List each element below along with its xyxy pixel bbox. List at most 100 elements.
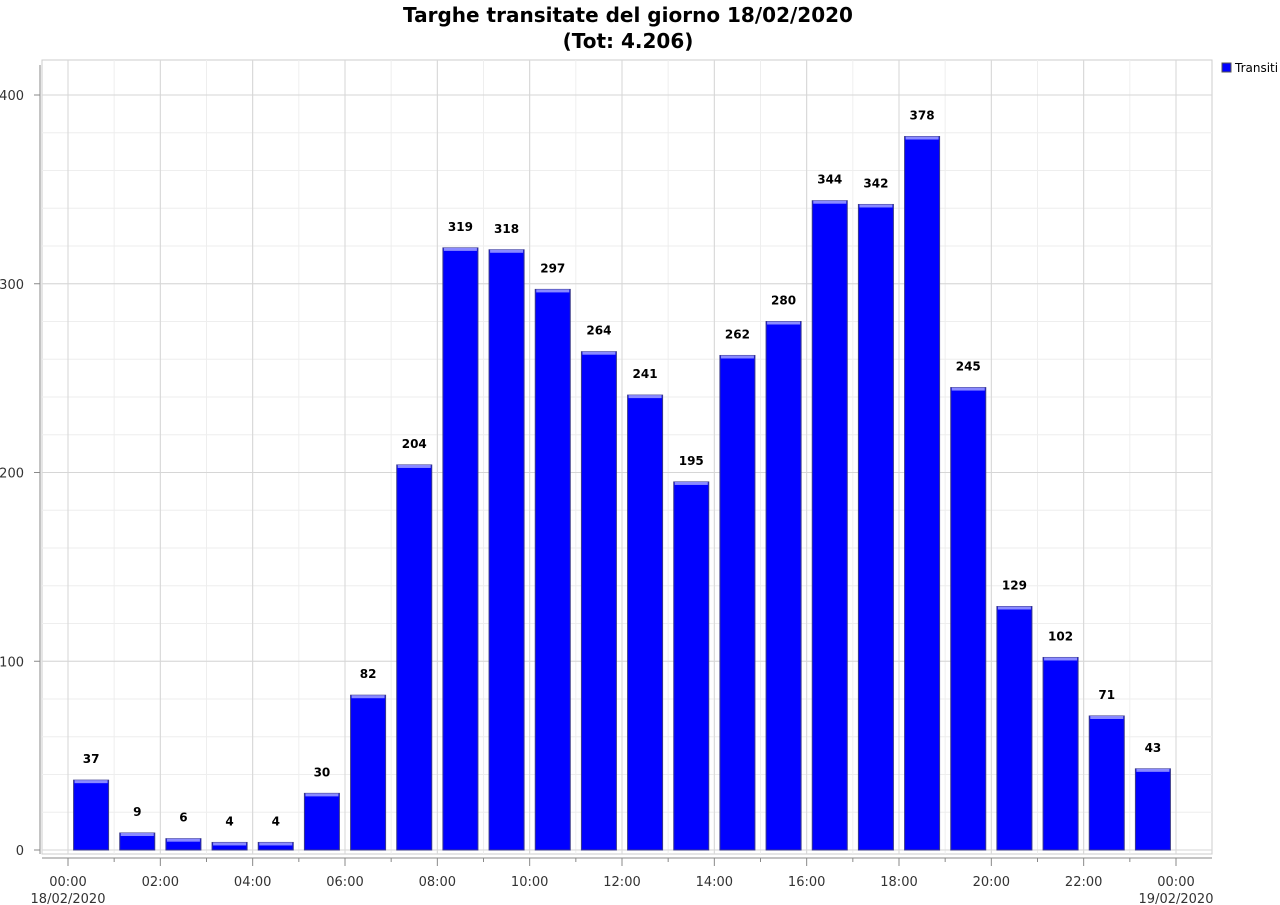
bar-highlight <box>351 695 385 699</box>
bar-highlight <box>166 838 200 842</box>
data-label: 204 <box>402 437 427 451</box>
bar <box>996 606 1033 851</box>
y-tick-label: 400 <box>0 89 24 104</box>
bar <box>719 354 756 851</box>
data-label: 4 <box>272 814 280 828</box>
bar-highlight <box>1090 715 1124 719</box>
x-axis: 00:00 02:00 04:00 06:00 08:00 10:00 12:00 14:00… <box>42 857 1212 890</box>
y-tick-label: 200 <box>0 467 24 482</box>
y-tick-label: 0 <box>16 844 24 859</box>
bar <box>73 779 110 851</box>
bar <box>442 247 479 851</box>
x-tick-label: 02:00 <box>142 875 179 890</box>
data-label: 9 <box>133 805 141 819</box>
data-label: 319 <box>448 220 473 234</box>
x-end-date: 19/02/2020 <box>1139 892 1214 905</box>
bar <box>534 288 571 851</box>
bar-highlight <box>951 387 985 391</box>
bar-highlight <box>582 351 616 355</box>
bar <box>580 351 617 851</box>
bar-highlight <box>397 464 431 468</box>
x-tick-label: 12:00 <box>603 875 640 890</box>
legend-label: Transiti <box>1234 61 1278 75</box>
y-tick-label: 100 <box>0 655 24 670</box>
bar <box>765 321 802 851</box>
data-label: 30 <box>314 765 331 779</box>
chart-title: Targhe transitate del giorno 18/02/2020 <box>403 3 853 27</box>
data-labels: 37 9 6 4 4 30 82 204 319 318 297 264 241 195 262 280 344… <box>83 109 1162 829</box>
bar <box>488 249 525 851</box>
data-label: 102 <box>1048 629 1073 643</box>
bar <box>1134 768 1171 851</box>
y-tick-label: 300 <box>0 278 24 293</box>
bar-highlight <box>213 842 247 846</box>
bar-highlight <box>259 842 293 846</box>
bar-highlight <box>674 481 708 485</box>
x-start-date: 18/02/2020 <box>31 892 106 905</box>
data-label: 195 <box>679 454 704 468</box>
bar <box>1042 656 1079 851</box>
x-tick-label: 00:00 <box>49 875 86 890</box>
chart-subtitle: (Tot: 4.206) <box>563 29 694 53</box>
bar-highlight <box>905 136 939 140</box>
bar <box>950 387 987 851</box>
plot-area: 37 9 6 4 4 30 82 204 319 318 297 264 241 195 262 280 344… <box>41 59 1213 855</box>
x-tick-label: 22:00 <box>1065 875 1102 890</box>
y-axis: 0 100 200 300 400 <box>0 65 41 859</box>
bar-highlight <box>74 780 108 784</box>
data-label: 129 <box>1002 579 1027 593</box>
legend: Transiti <box>1221 61 1278 75</box>
bar-highlight <box>536 289 570 293</box>
x-tick-label: 00:00 <box>1157 875 1194 890</box>
bar <box>350 694 387 851</box>
bar-highlight <box>120 833 154 837</box>
data-label: 318 <box>494 222 519 236</box>
x-tick-label: 10:00 <box>511 875 548 890</box>
data-label: 245 <box>956 360 981 374</box>
data-label: 264 <box>586 324 611 338</box>
data-label: 262 <box>725 327 750 341</box>
data-label: 241 <box>633 367 658 381</box>
x-tick-label: 16:00 <box>788 875 825 890</box>
bar-highlight <box>720 355 754 359</box>
x-tick-label: 18:00 <box>880 875 917 890</box>
data-label: 37 <box>83 752 100 766</box>
x-tick-label: 20:00 <box>973 875 1010 890</box>
data-label: 4 <box>225 814 233 828</box>
data-label: 297 <box>540 261 565 275</box>
data-label: 378 <box>910 109 935 123</box>
bar <box>627 394 664 851</box>
bar-highlight <box>490 249 524 253</box>
bar <box>1088 715 1125 851</box>
bar <box>303 792 340 851</box>
data-label: 6 <box>179 811 187 825</box>
data-label: 280 <box>771 294 796 308</box>
bars <box>73 136 1171 851</box>
bar-highlight <box>443 247 477 251</box>
plot-background <box>41 59 1213 855</box>
legend-swatch <box>1221 62 1232 73</box>
bar-highlight <box>1136 768 1170 772</box>
bar <box>673 481 710 851</box>
data-label: 71 <box>1098 688 1115 702</box>
bar-highlight <box>859 204 893 208</box>
data-label: 43 <box>1145 741 1162 755</box>
bar <box>396 464 433 851</box>
data-label: 344 <box>817 173 842 187</box>
data-label: 342 <box>863 176 888 190</box>
bar <box>904 136 941 851</box>
bar-highlight <box>628 395 662 399</box>
bar-highlight <box>1044 657 1078 661</box>
x-tick-label: 06:00 <box>326 875 363 890</box>
x-tick-label: 08:00 <box>419 875 456 890</box>
bar-highlight <box>997 606 1031 610</box>
bar-highlight <box>813 200 847 204</box>
bar-highlight <box>767 321 801 325</box>
x-tick-label: 04:00 <box>234 875 271 890</box>
x-tick-label: 14:00 <box>696 875 733 890</box>
bar <box>857 203 894 851</box>
data-label: 82 <box>360 667 377 681</box>
bar-highlight <box>305 793 339 797</box>
bar <box>811 200 848 851</box>
